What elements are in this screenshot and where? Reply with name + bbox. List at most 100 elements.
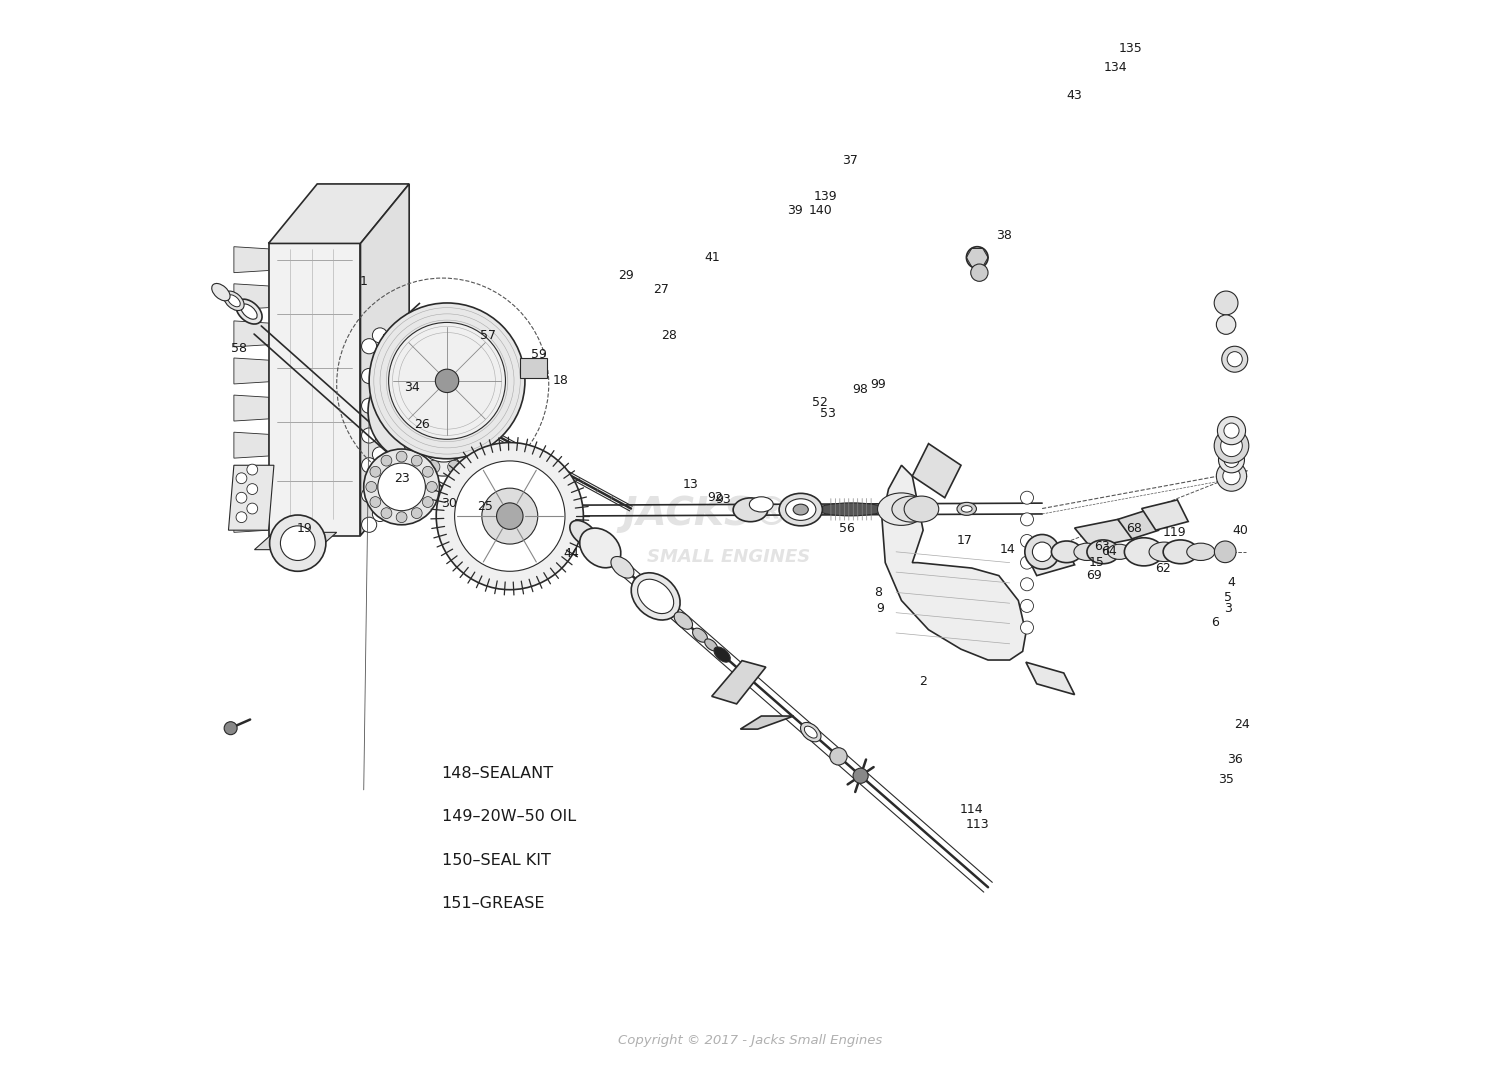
Polygon shape bbox=[234, 506, 268, 532]
Circle shape bbox=[404, 428, 417, 441]
Circle shape bbox=[1024, 535, 1059, 569]
Text: 114: 114 bbox=[960, 803, 984, 816]
Circle shape bbox=[436, 443, 584, 590]
Circle shape bbox=[496, 503, 523, 529]
Text: 43: 43 bbox=[1066, 89, 1083, 102]
Circle shape bbox=[411, 507, 422, 518]
Circle shape bbox=[370, 466, 381, 477]
Circle shape bbox=[372, 417, 387, 432]
Text: 37: 37 bbox=[842, 154, 858, 167]
Text: 93: 93 bbox=[716, 493, 730, 506]
Ellipse shape bbox=[962, 505, 972, 512]
Circle shape bbox=[362, 339, 376, 354]
Circle shape bbox=[1218, 447, 1245, 473]
Text: 58: 58 bbox=[231, 342, 248, 355]
Circle shape bbox=[1020, 556, 1034, 569]
Circle shape bbox=[372, 447, 387, 462]
Circle shape bbox=[426, 481, 438, 492]
Circle shape bbox=[270, 515, 326, 571]
Circle shape bbox=[446, 451, 574, 581]
Ellipse shape bbox=[224, 291, 245, 311]
Ellipse shape bbox=[734, 498, 768, 522]
Polygon shape bbox=[234, 470, 268, 496]
Circle shape bbox=[417, 408, 471, 462]
Circle shape bbox=[406, 398, 433, 424]
Ellipse shape bbox=[242, 304, 256, 319]
Circle shape bbox=[1214, 428, 1249, 463]
Circle shape bbox=[482, 488, 538, 544]
Text: 41: 41 bbox=[705, 251, 720, 264]
Polygon shape bbox=[228, 465, 274, 530]
Text: 23: 23 bbox=[393, 472, 410, 485]
Text: 6: 6 bbox=[1212, 616, 1219, 629]
Text: 150–SEAL KIT: 150–SEAL KIT bbox=[441, 853, 550, 868]
Polygon shape bbox=[268, 184, 410, 243]
Text: 99: 99 bbox=[870, 378, 885, 391]
Circle shape bbox=[970, 264, 988, 281]
Text: 68: 68 bbox=[1126, 522, 1142, 535]
Polygon shape bbox=[234, 358, 268, 384]
Text: 13: 13 bbox=[682, 478, 699, 491]
Text: 19: 19 bbox=[297, 522, 312, 535]
Polygon shape bbox=[255, 532, 336, 550]
Ellipse shape bbox=[638, 579, 674, 613]
Circle shape bbox=[435, 369, 459, 393]
Text: 151–GREASE: 151–GREASE bbox=[441, 896, 544, 911]
Text: 1: 1 bbox=[360, 275, 368, 288]
Circle shape bbox=[410, 448, 423, 461]
Text: 140: 140 bbox=[808, 204, 832, 217]
Circle shape bbox=[362, 428, 376, 444]
Polygon shape bbox=[711, 661, 766, 704]
Ellipse shape bbox=[579, 528, 621, 568]
Ellipse shape bbox=[1125, 538, 1164, 566]
Circle shape bbox=[1020, 621, 1034, 634]
Circle shape bbox=[280, 526, 315, 560]
Ellipse shape bbox=[705, 638, 717, 651]
Circle shape bbox=[447, 460, 460, 473]
Text: 119: 119 bbox=[1162, 526, 1186, 539]
Circle shape bbox=[362, 398, 376, 413]
Polygon shape bbox=[741, 716, 794, 729]
Polygon shape bbox=[268, 243, 360, 536]
Ellipse shape bbox=[904, 496, 939, 522]
Text: 44: 44 bbox=[564, 547, 579, 560]
Text: 18: 18 bbox=[552, 374, 568, 387]
Circle shape bbox=[427, 460, 439, 473]
Text: 148–SEALANT: 148–SEALANT bbox=[441, 766, 554, 781]
Text: 38: 38 bbox=[996, 229, 1012, 242]
Text: Copyright © 2017 - Jacks Small Engines: Copyright © 2017 - Jacks Small Engines bbox=[618, 1034, 882, 1047]
Text: 62: 62 bbox=[1155, 562, 1172, 575]
Text: 57: 57 bbox=[480, 329, 496, 342]
Text: 139: 139 bbox=[815, 190, 837, 203]
Ellipse shape bbox=[1107, 544, 1131, 559]
Circle shape bbox=[1020, 599, 1034, 612]
Circle shape bbox=[1020, 535, 1034, 547]
Polygon shape bbox=[234, 395, 268, 421]
Circle shape bbox=[447, 397, 460, 410]
Polygon shape bbox=[234, 321, 268, 347]
Circle shape bbox=[363, 449, 440, 525]
Circle shape bbox=[1224, 452, 1239, 467]
Polygon shape bbox=[234, 283, 268, 309]
Circle shape bbox=[378, 463, 426, 511]
Circle shape bbox=[465, 448, 477, 461]
Text: 4: 4 bbox=[1227, 576, 1236, 589]
Polygon shape bbox=[1026, 662, 1074, 695]
Text: 35: 35 bbox=[1218, 773, 1234, 786]
Circle shape bbox=[366, 481, 376, 492]
Circle shape bbox=[1227, 352, 1242, 367]
Ellipse shape bbox=[610, 556, 634, 578]
Polygon shape bbox=[234, 247, 268, 273]
Circle shape bbox=[966, 247, 988, 268]
Polygon shape bbox=[1142, 500, 1188, 530]
Text: 40: 40 bbox=[1232, 524, 1248, 537]
Ellipse shape bbox=[892, 497, 932, 523]
Text: 149–20W–50 OIL: 149–20W–50 OIL bbox=[441, 809, 576, 824]
Ellipse shape bbox=[794, 504, 808, 515]
Text: 69: 69 bbox=[1086, 569, 1102, 582]
Text: 98: 98 bbox=[852, 383, 868, 396]
Text: 26: 26 bbox=[414, 418, 430, 431]
Text: 2: 2 bbox=[920, 675, 927, 688]
Ellipse shape bbox=[778, 493, 822, 526]
Circle shape bbox=[236, 512, 248, 523]
